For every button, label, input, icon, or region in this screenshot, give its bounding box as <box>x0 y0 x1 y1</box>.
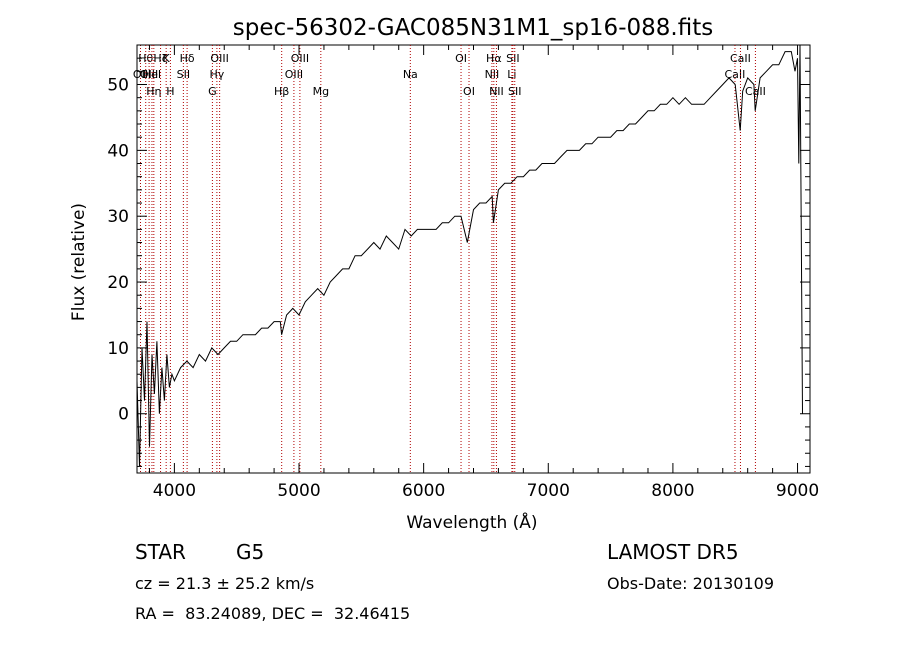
y-axis: 0 10 20 30 40 50 <box>107 44 810 467</box>
chart-title: spec-56302-GAC085N31M1_sp16-088.fits <box>233 15 713 41</box>
spectral-line-label: H <box>166 85 174 98</box>
x-axis: 4000 5000 6000 7000 8000 9000 <box>148 45 819 501</box>
spectral-line-label: OI <box>455 52 467 65</box>
spectral-line-label: OIII <box>291 52 309 65</box>
spectral-line-label: NII <box>485 68 500 81</box>
spectral-line-label: NII <box>489 85 504 98</box>
y-tick-label: 0 <box>118 405 129 425</box>
spectral-line-label: K <box>163 52 171 65</box>
spectral-line-label: Na <box>403 68 418 81</box>
spectral-line-label: CaII <box>730 52 751 65</box>
spectral-line-label: G <box>208 85 217 98</box>
observation-date: Obs-Date: 20130109 <box>607 574 775 593</box>
y-tick-label: 10 <box>107 339 129 359</box>
y-tick-label: 30 <box>107 207 129 227</box>
spectral-line-label: Hθ <box>138 52 153 65</box>
y-tick-label: 40 <box>107 141 129 161</box>
spectral-line-markers: OIIHθOIIIHeIHηHζKHSIIHδGHγOIIIHβOIIIOIII… <box>133 45 766 473</box>
spectral-line-label: Hδ <box>180 52 195 65</box>
spectral-line-label: CaII <box>745 85 766 98</box>
spectrum-trace <box>136 44 803 467</box>
spectral-line-label: Li <box>507 68 516 81</box>
spectral-line-label: Hζ <box>153 52 167 65</box>
y-tick-label: 20 <box>107 273 129 293</box>
plot-frame <box>136 44 811 474</box>
spectral-line-label: Mg <box>313 85 329 98</box>
spectral-line-label: Hβ <box>274 85 289 98</box>
spectral-line-label: HeI <box>143 68 161 81</box>
spectral-line-label: Hγ <box>209 68 224 81</box>
spectral-line-label: OII <box>133 68 148 81</box>
spectral-line-label: OI <box>463 85 475 98</box>
survey-release: LAMOST DR5 <box>607 540 739 564</box>
x-tick-label: 5000 <box>277 481 320 501</box>
y-axis-label: Flux (relative) <box>69 203 89 321</box>
radial-velocity: cz = 21.3 ± 25.2 km/s <box>135 574 315 593</box>
x-tick-label: 8000 <box>651 481 694 501</box>
spectral-line-label: SII <box>506 52 519 65</box>
object-class: STAR <box>135 540 186 564</box>
y-tick-label: 50 <box>107 76 129 96</box>
spectral-line-label: OIII <box>285 68 303 81</box>
x-axis-label: Wavelength (Å) <box>406 511 537 533</box>
x-tick-label: 6000 <box>402 481 445 501</box>
spectral-line-label: Hη <box>146 85 161 98</box>
x-tick-label: 4000 <box>153 481 196 501</box>
spectral-line-label: OIII <box>140 68 158 81</box>
spectral-line-label: OIII <box>210 52 228 65</box>
object-subclass: G5 <box>236 540 265 564</box>
x-tick-label: 7000 <box>527 481 570 501</box>
spectral-line-label: SII <box>508 85 521 98</box>
spectral-line-label: Hα <box>486 52 502 65</box>
spectral-line-label: CaII <box>725 68 746 81</box>
x-tick-label: 9000 <box>776 481 819 501</box>
sky-coordinates: RA = 83.24089, DEC = 32.46415 <box>135 604 411 623</box>
spectral-line-label: SII <box>177 68 190 81</box>
